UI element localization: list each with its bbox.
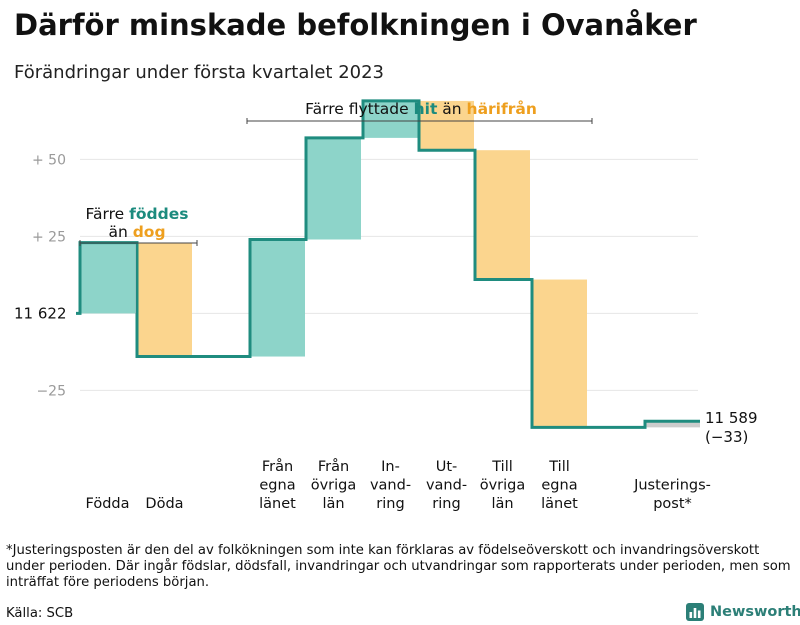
y-tick-label: + 50 [32, 152, 66, 168]
x-label-fran-ovriga-lan: Från övriga län [311, 458, 357, 512]
bar-till-egna-lanet [532, 279, 587, 428]
bar-fodda [80, 242, 135, 314]
bar-fran-ovriga-lan [306, 137, 361, 240]
migration-bracket [246, 118, 593, 124]
x-label-justeringspost: Justerings-post* [633, 478, 711, 513]
end-value-label: 11 589 [705, 409, 758, 427]
bar-utvandring [419, 100, 474, 151]
x-label-doda: Döda [145, 496, 183, 512]
waterfall-chart: −25 + 25 + 50 Födda Döda Från egna länet Från övr… [14, 99, 758, 512]
bars [80, 100, 700, 428]
running-total-line [76, 99, 700, 429]
end-change-label: (−33) [705, 428, 748, 446]
x-label-invandring: In-vand-ring [370, 459, 411, 512]
bar-till-ovriga-lan [475, 150, 530, 280]
bar-justeringspost [645, 421, 700, 428]
total-line [76, 99, 700, 429]
brand-name: Newsworthy [710, 604, 800, 620]
x-label-fran-egna-lanet: Från egna länet [259, 458, 296, 512]
bar-fran-egna-lanet [250, 239, 305, 357]
source: Källa: SCB [6, 606, 74, 621]
x-label-fodda: Födda [86, 496, 130, 512]
migration-annotation: Färre flyttade hit än härifrån [305, 99, 537, 118]
bar-invandring [363, 100, 418, 138]
x-label-utvandring: Ut-vand-ring [426, 459, 467, 512]
labels: −25 + 25 + 50 Födda Döda Från egna länet Från övr… [14, 152, 758, 512]
x-label-till-ovriga-lan: Till övriga län [480, 459, 526, 512]
births-bracket [79, 240, 198, 246]
footnote: *Justeringsposten är den del av folkökni… [6, 543, 791, 590]
bar-chart-icon [686, 603, 704, 621]
chart-subtitle: Förändringar under första kvartalet 2023 [14, 62, 385, 83]
y-tick-label: −25 [36, 383, 66, 399]
births-annotation-line2: än dog [108, 223, 165, 241]
x-label-till-egna-lanet: Till egna länet [541, 459, 578, 512]
y-tick-label: + 25 [32, 229, 66, 245]
chart-title: Därför minskade befolkningen i Ovanåker [14, 8, 697, 42]
bar-doda [137, 242, 192, 357]
births-annotation-line1: Färre föddes [86, 205, 189, 223]
start-value-label: 11 622 [14, 304, 67, 322]
brand-logo: Newsworthy [686, 602, 800, 622]
